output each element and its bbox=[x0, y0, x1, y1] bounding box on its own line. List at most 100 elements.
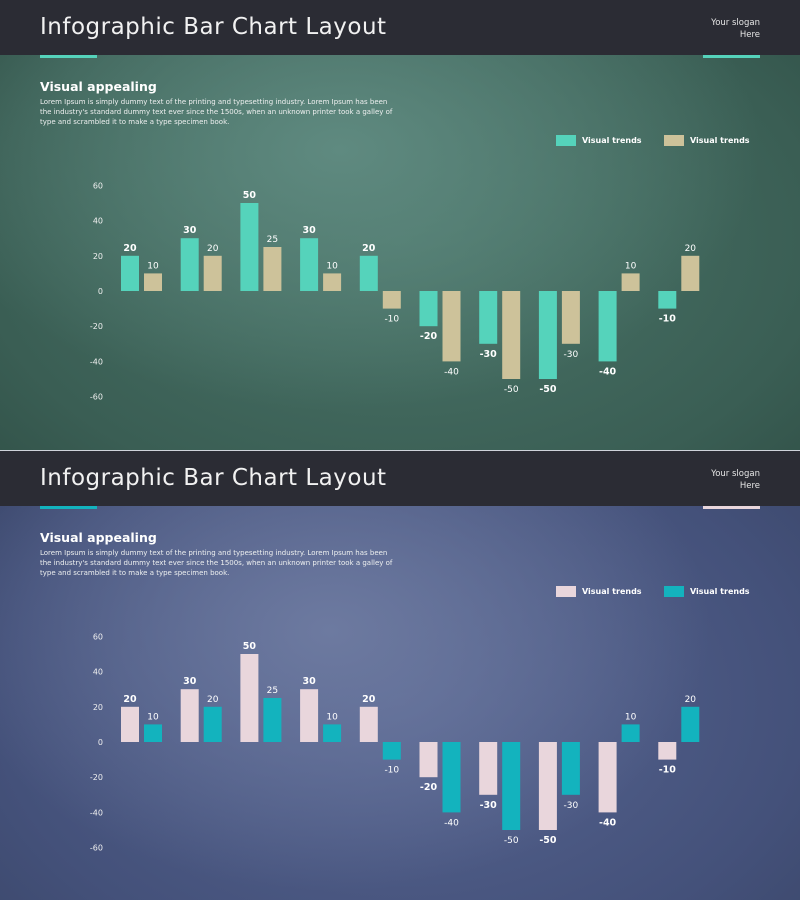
bar-series-2-group-3 bbox=[263, 698, 282, 742]
bar-series-2-group-4 bbox=[323, 724, 342, 742]
bar-series-2-group-9 bbox=[621, 273, 640, 291]
slogan: Your slogan Here bbox=[670, 468, 760, 492]
data-label-series-1: -30 bbox=[480, 349, 498, 360]
slogan-accent-line bbox=[703, 55, 760, 58]
bar-series-1-group-1 bbox=[121, 255, 139, 291]
legend-label-series-1: Visual trends bbox=[582, 136, 642, 145]
bar-series-1-group-1 bbox=[121, 706, 139, 742]
bar-series-2-group-5 bbox=[382, 291, 401, 309]
bar-series-1-group-7 bbox=[479, 742, 498, 795]
data-label-series-2: -30 bbox=[564, 801, 579, 811]
data-label-series-2: 20 bbox=[685, 244, 697, 254]
data-label-series-1: -40 bbox=[599, 817, 617, 828]
bar-series-1-group-3 bbox=[240, 654, 259, 742]
legend-swatch-series-1 bbox=[556, 135, 576, 146]
bar-series-1-group-8 bbox=[538, 291, 557, 379]
y-tick-label: 40 bbox=[93, 217, 103, 226]
bar-chart: 60 40 20 0 -20 -40 -60 20 30 50 30 20 -20 -30 -50 -40 -1… bbox=[90, 632, 700, 853]
bar-series-2-group-3 bbox=[263, 247, 282, 291]
bar-series-1-group-4 bbox=[300, 238, 319, 291]
y-tick-label: 60 bbox=[93, 632, 103, 641]
bar-series-2-group-2 bbox=[203, 255, 222, 291]
y-tick-label: -40 bbox=[90, 357, 103, 366]
data-label-series-2: 10 bbox=[625, 261, 637, 271]
data-label-series-1: 30 bbox=[302, 225, 316, 236]
bar-series-2-group-4 bbox=[323, 273, 342, 291]
data-label-series-2: 20 bbox=[207, 244, 219, 254]
data-label-series-1: 20 bbox=[123, 243, 137, 254]
data-label-series-1: 50 bbox=[243, 641, 257, 652]
bar-series-2-group-6 bbox=[442, 291, 461, 362]
data-label-series-1: 20 bbox=[362, 694, 376, 705]
slide-background bbox=[0, 0, 800, 450]
y-tick-label: -60 bbox=[90, 844, 103, 853]
bar-series-1-group-10 bbox=[658, 742, 677, 760]
y-tick-label: 20 bbox=[93, 252, 103, 261]
legend-swatch-series-2 bbox=[664, 586, 684, 597]
page-title: Infographic Bar Chart Layout bbox=[40, 14, 387, 40]
page-title: Infographic Bar Chart Layout bbox=[40, 465, 387, 491]
data-label-series-1: 20 bbox=[123, 694, 137, 705]
slogan-line-2: Here bbox=[739, 481, 760, 491]
data-label-series-1: -50 bbox=[539, 835, 557, 846]
data-label-series-2: -40 bbox=[444, 367, 459, 377]
data-label-series-2: 20 bbox=[685, 695, 697, 705]
section-heading: Visual appealing bbox=[40, 79, 157, 94]
slide-background bbox=[0, 451, 800, 900]
bar-series-1-group-6 bbox=[419, 291, 438, 327]
bar-series-1-group-5 bbox=[359, 255, 378, 291]
slide-teal: Infographic Bar Chart Layout Your slogan… bbox=[0, 0, 800, 450]
legend-label-series-2: Visual trends bbox=[690, 136, 750, 145]
bar-series-2-group-9 bbox=[621, 724, 640, 742]
y-tick-label: -60 bbox=[90, 393, 103, 402]
data-label-series-1: 30 bbox=[183, 225, 197, 236]
data-label-series-1: -20 bbox=[420, 331, 438, 342]
y-tick-label: 40 bbox=[93, 668, 103, 677]
data-label-series-1: -30 bbox=[480, 800, 498, 811]
data-label-series-1: -20 bbox=[420, 782, 438, 793]
bar-series-1-group-5 bbox=[359, 706, 378, 742]
bar-series-1-group-10 bbox=[658, 291, 677, 309]
y-tick-label: 60 bbox=[93, 181, 103, 190]
data-label-series-1: 50 bbox=[243, 190, 257, 201]
data-label-series-1: 30 bbox=[183, 676, 197, 687]
bar-series-1-group-6 bbox=[419, 742, 438, 778]
data-label-series-2: 10 bbox=[326, 261, 338, 271]
bar-series-1-group-2 bbox=[180, 689, 199, 742]
data-label-series-1: -40 bbox=[599, 366, 617, 377]
section-description: Lorem Ipsum is simply dummy text of the … bbox=[40, 98, 393, 126]
bar-series-2-group-8 bbox=[561, 742, 580, 795]
legend-swatch-series-2 bbox=[664, 135, 684, 146]
data-label-series-1: -10 bbox=[659, 314, 677, 325]
y-tick-label: 0 bbox=[98, 287, 103, 296]
header-bar: Infographic Bar Chart Layout Your slogan… bbox=[0, 451, 800, 506]
data-label-series-2: -50 bbox=[504, 836, 519, 846]
data-label-series-1: -10 bbox=[659, 765, 677, 776]
data-label-series-2: 10 bbox=[625, 712, 637, 722]
bar-series-1-group-9 bbox=[598, 742, 617, 813]
section-heading: Visual appealing bbox=[40, 530, 157, 545]
legend-swatch-series-1 bbox=[556, 586, 576, 597]
slogan-line-2: Here bbox=[739, 30, 760, 40]
bar-series-1-group-7 bbox=[479, 291, 498, 344]
y-tick-label: -20 bbox=[90, 322, 103, 331]
bar-series-2-group-1 bbox=[144, 724, 162, 742]
data-label-series-1: -50 bbox=[539, 384, 557, 395]
section-description: Lorem Ipsum is simply dummy text of the … bbox=[40, 549, 393, 577]
bar-series-1-group-4 bbox=[300, 689, 319, 742]
data-label-series-2: -10 bbox=[384, 315, 399, 325]
slogan-accent-line bbox=[703, 506, 760, 509]
slogan: Your slogan Here bbox=[670, 17, 760, 41]
bar-series-1-group-2 bbox=[180, 238, 199, 291]
bar-series-2-group-7 bbox=[502, 291, 521, 379]
data-label-series-2: 25 bbox=[267, 686, 278, 696]
data-label-series-2: 10 bbox=[147, 261, 159, 271]
data-label-series-2: -40 bbox=[444, 818, 459, 828]
data-label-series-2: 25 bbox=[267, 235, 278, 245]
data-label-series-2: -50 bbox=[504, 385, 519, 395]
data-label-series-1: 30 bbox=[302, 676, 316, 687]
data-label-series-2: -10 bbox=[384, 766, 399, 776]
bar-series-1-group-9 bbox=[598, 291, 617, 362]
bar-series-2-group-6 bbox=[442, 742, 461, 813]
title-accent-line bbox=[40, 506, 97, 509]
